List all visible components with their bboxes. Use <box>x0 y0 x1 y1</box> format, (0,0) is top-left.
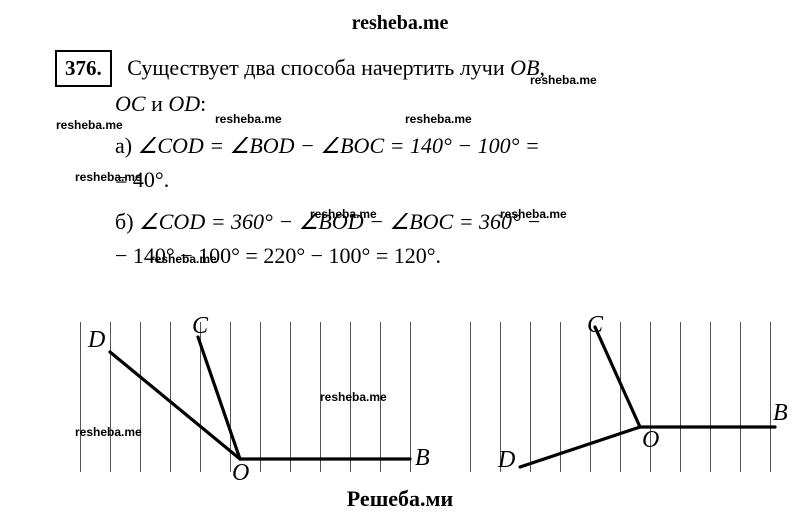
intro-colon: : <box>200 91 206 116</box>
watermark: resheba.me <box>310 207 377 221</box>
intro-text-1: Существует два способа начертить лучи <box>127 55 510 80</box>
point-label: O <box>642 427 659 454</box>
problem-number: 376. <box>55 50 112 87</box>
watermark: resheba.me <box>405 112 472 126</box>
part-a-line-2: = 40°. <box>55 163 770 197</box>
point-label: D <box>88 327 105 354</box>
part-a-line-1: а) ∠COD = ∠BOD − ∠BOC = 140° − 100° = <box>55 129 770 163</box>
watermark: resheba.me <box>215 112 282 126</box>
intro-od: OD <box>168 91 200 116</box>
point-label: C <box>587 312 603 339</box>
diagram-area: OBCDOBCD <box>40 317 760 472</box>
b-label: б) <box>115 209 139 234</box>
point-label: B <box>773 400 788 427</box>
a-label: а) <box>115 133 138 158</box>
part-b-line-1: б) ∠COD = 360° − ∠BOD − ∠BOC = 360° − <box>55 205 770 239</box>
watermark: resheba.me <box>150 252 217 266</box>
page-footer: Решеба.ми <box>0 486 800 512</box>
point-label: B <box>415 445 430 472</box>
problem-content: 376. Существует два способа начертить лу… <box>0 35 800 273</box>
a-equation: ∠COD = ∠BOD − ∠BOC = 140° − 100° = <box>138 133 540 158</box>
point-label: O <box>232 460 249 487</box>
watermark: resheba.me <box>530 73 597 87</box>
intro-and: и <box>146 91 169 116</box>
watermark: resheba.me <box>500 207 567 221</box>
point-label: C <box>192 313 208 340</box>
intro-oc: OC <box>115 91 146 116</box>
watermark: resheba.me <box>75 425 142 439</box>
watermark: resheba.me <box>75 170 142 184</box>
point-label: D <box>498 447 515 474</box>
watermark: resheba.me <box>320 390 387 404</box>
page-header: resheba.me <box>0 0 800 35</box>
watermark: resheba.me <box>56 118 123 132</box>
intro-line-1: 376. Существует два способа начертить лу… <box>55 50 770 87</box>
